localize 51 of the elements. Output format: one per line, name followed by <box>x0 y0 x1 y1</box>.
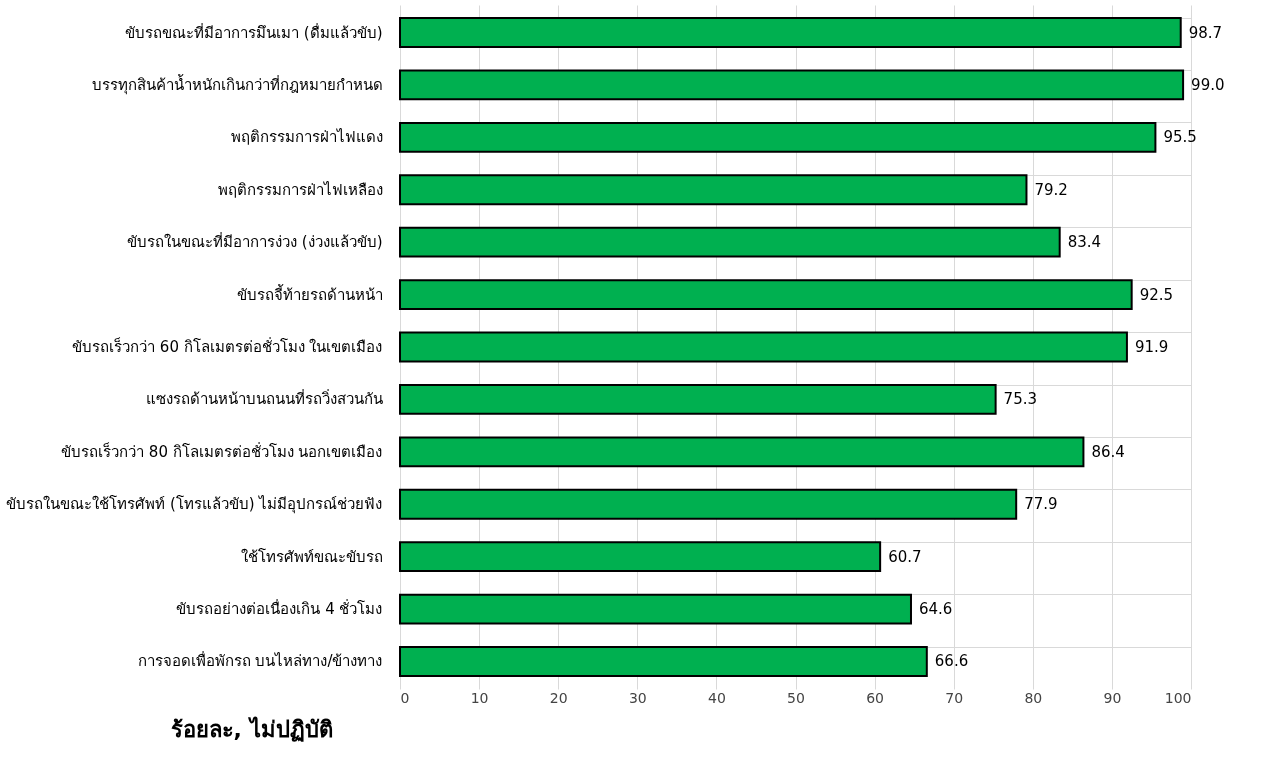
bar <box>399 174 1028 206</box>
data-label: 92.5 <box>1139 285 1174 304</box>
data-label: 64.6 <box>918 600 953 619</box>
bar <box>399 488 1018 520</box>
bar <box>399 17 1182 48</box>
x-tick-label: 50 <box>787 689 805 706</box>
y-tick-label: ขับรถเร็วกว่า 60 กิโลเมตรต่อชั่วโมง ในเขตเมือง <box>72 336 383 356</box>
x-tick-label: 20 <box>549 689 568 706</box>
data-label: 95.5 <box>1163 128 1197 147</box>
y-tick-label: ขับรถเร็วกว่า 80 กิโลเมตรต่อชั่วโมง นอกเขตเมือง <box>61 440 383 461</box>
data-label: 99.0 <box>1191 75 1225 94</box>
data-label: 75.3 <box>1003 390 1038 409</box>
x-tick-label: 30 <box>628 689 647 706</box>
data-label: 83.4 <box>1067 233 1102 252</box>
x-tick-label: 40 <box>707 689 726 706</box>
y-tick-label: แซงรถด้านหน้าบนถนนที่รถวิ่งสวนกัน <box>145 388 383 409</box>
bar <box>399 226 1061 258</box>
bar <box>399 541 882 573</box>
y-tick-label: ใช้โทรศัพท์ขณะขับรถ <box>240 547 383 566</box>
x-tick-label: 0 <box>400 689 410 706</box>
y-tick-label: การจอดเพื่อพักรถ บนไหล่ทาง/ข้างทาง <box>137 650 383 671</box>
x-tick-label: 90 <box>1103 689 1122 706</box>
y-tick-label: ขับรถขณะที่มีอาการมึนเมา (ดื่มแล้วขับ) <box>125 21 383 42</box>
x-axis-title: ร้อยละ, ไม่ปฏิบัติ <box>170 715 333 742</box>
x-tick-label: 70 <box>945 689 964 706</box>
x-tick-label: 80 <box>1024 689 1043 706</box>
y-tick-label: พฤติกรรมการฝ่าไฟเหลือง <box>217 180 383 199</box>
bar <box>399 436 1085 468</box>
bar <box>399 593 912 625</box>
data-label: 60.7 <box>888 547 922 566</box>
y-tick-label: ขับรถอย่างต่อเนื่องเกิน 4 ชั่วโมง <box>176 598 383 619</box>
y-tick-label: ขับรถในขณะที่มีอาการง่วง (ง่วงแล้วขับ) <box>127 231 383 252</box>
data-label: 86.4 <box>1091 442 1125 461</box>
x-tick-label: 10 <box>470 689 489 706</box>
bar <box>399 121 1157 153</box>
bar <box>399 384 997 415</box>
data-label: 66.6 <box>934 652 969 671</box>
data-label: 77.9 <box>1024 495 1058 514</box>
y-tick-label: ขับรถจี้ท้ายรถด้านหน้า <box>236 283 383 304</box>
bar <box>399 331 1128 363</box>
y-tick-label: พฤติกรรมการฝ่าไฟแดง <box>230 128 383 147</box>
bar <box>399 69 1185 101</box>
y-tick-label: บรรทุกสินค้าน้ำหนักเกินกว่าที่กฎหมายกำหนด <box>91 73 383 95</box>
bar <box>399 646 928 677</box>
data-label: 98.7 <box>1188 23 1223 42</box>
bar <box>399 279 1133 310</box>
data-label: 91.9 <box>1134 338 1169 356</box>
x-tick-label: 60 <box>866 689 885 706</box>
y-tick-label: ขับรถในขณะใช้โทรศัพท์ (โทรแล้วขับ) ไม่มีอุปกรณ์ช่วยฟัง <box>6 495 383 515</box>
data-label: 79.2 <box>1034 180 1068 199</box>
x-tick-label: 100 <box>1164 689 1192 706</box>
